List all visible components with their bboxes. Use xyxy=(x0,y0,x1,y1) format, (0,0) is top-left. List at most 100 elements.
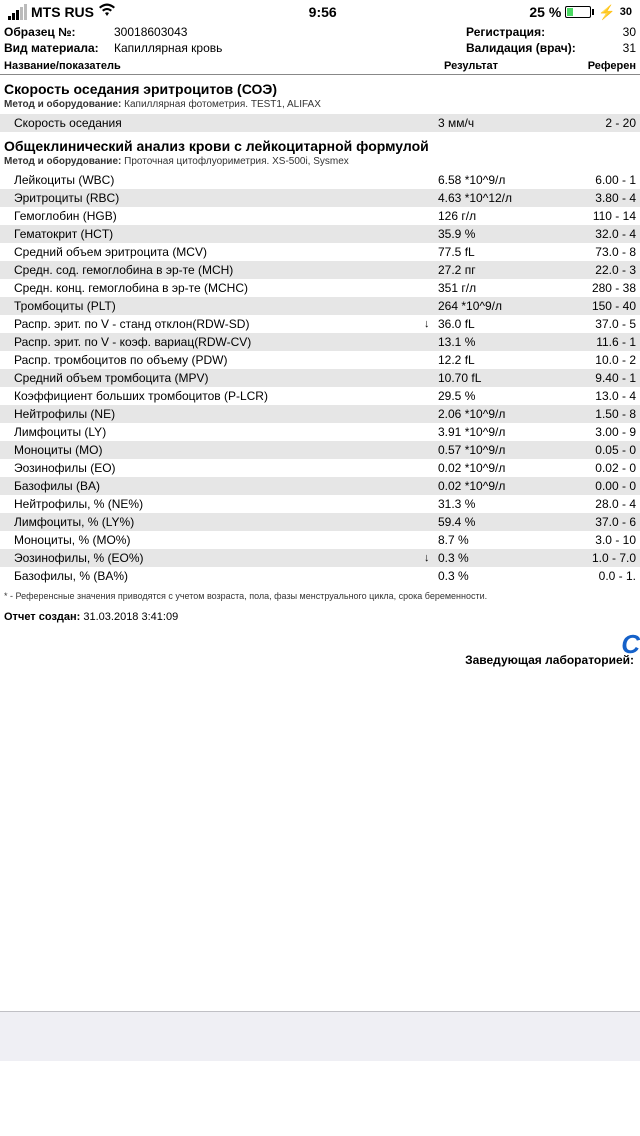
row-ref: 0.05 - 0 xyxy=(548,443,636,457)
row-ref: 32.0 - 4 xyxy=(548,227,636,241)
registration-value: 30 xyxy=(606,25,636,39)
row-name: Скорость оседания xyxy=(4,116,424,130)
col-ref: Референ xyxy=(554,60,636,72)
row-flag-icon: ↓ xyxy=(424,552,438,564)
header-row-sample: Образец №: 30018603043 Регистрация: 30 xyxy=(0,24,640,40)
clock: 9:56 xyxy=(116,4,529,20)
signal-icon xyxy=(8,4,27,20)
table-row: Скорость оседания 3 мм/ч 2 - 20 xyxy=(0,114,640,132)
method-text: Капиллярная фотометрия. TEST1, ALIFAX xyxy=(124,99,321,110)
row-ref: 37.0 - 6 xyxy=(548,515,636,529)
table-row: Распр. тромбоцитов по объему (PDW) 12.2 f… xyxy=(0,351,640,369)
table-row: Нейтрофилы (NE)2.06 *10^9/л1.50 - 8 xyxy=(0,405,640,423)
charge-indicator: ⚡ xyxy=(598,4,615,21)
row-value: 6.58 *10^9/л xyxy=(438,173,548,187)
col-name: Название/показатель xyxy=(4,60,444,72)
row-ref: 2 - 20 xyxy=(548,116,636,130)
row-ref: 0.0 - 1. xyxy=(548,569,636,583)
table-row: Эозинофилы, % (EO%)↓0.3 %1.0 - 7.0 xyxy=(0,549,640,567)
table-row: Базофилы (BA)0.02 *10^9/л0.00 - 0 xyxy=(0,477,640,495)
table-row: Распр. эрит. по V - станд отклон(RDW-SD)… xyxy=(0,315,640,333)
method-label: Метод и оборудование: xyxy=(4,99,121,110)
row-value: 0.57 *10^9/л xyxy=(438,443,548,457)
created-label: Отчет создан: xyxy=(4,611,80,623)
footnote: * - Референсные значения приводятся с уч… xyxy=(0,585,640,607)
row-name: Базофилы (BA) xyxy=(4,479,424,493)
sample-label: Образец №: xyxy=(4,25,114,39)
table-row: Лимфоциты, % (LY%)59.4 %37.0 - 6 xyxy=(0,513,640,531)
method-label: Метод и оборудование: xyxy=(4,156,121,167)
row-value: 351 г/л xyxy=(438,281,548,295)
row-ref: 110 - 14 xyxy=(548,209,636,223)
row-ref: 28.0 - 4 xyxy=(548,497,636,511)
row-name: Моноциты, % (MO%) xyxy=(4,533,424,547)
battery-percent: 25 % xyxy=(529,4,561,20)
row-value: 13.1 % xyxy=(438,335,548,349)
signature-icon: C xyxy=(621,629,640,660)
table-row: Моноциты, % (MO%) 8.7 %3.0 - 10 xyxy=(0,531,640,549)
header-row-material: Вид материала: Капиллярная кровь Валидац… xyxy=(0,40,640,56)
table-row: Средн. конц. гемоглобина в эр-те (MCHC)3… xyxy=(0,279,640,297)
row-name: Эритроциты (RBC) xyxy=(4,191,424,205)
row-value: 8.7 % xyxy=(438,533,548,547)
row-name: Лимфоциты, % (LY%) xyxy=(4,515,424,529)
bottom-tab-strip[interactable] xyxy=(0,1011,640,1061)
row-name: Распр. тромбоцитов по объему (PDW) xyxy=(4,353,424,367)
row-value: 36.0 fL xyxy=(438,317,548,331)
signature-label: Заведующая лабораторией: xyxy=(465,653,634,667)
row-ref: 1.0 - 7.0 xyxy=(548,551,636,565)
report-created: Отчет создан: 31.03.2018 3:41:09 xyxy=(0,607,640,635)
section-cbc-method: Метод и оборудование: Проточная цитофлуо… xyxy=(0,156,640,171)
table-row: Распр. эрит. по V - коэф. вариац(RDW-CV)… xyxy=(0,333,640,351)
table-row: Гемоглобин (HGB)126 г/л110 - 14 xyxy=(0,207,640,225)
row-name: Эозинофилы, % (EO%) xyxy=(4,551,424,565)
table-row: Эозинофилы (EO) 0.02 *10^9/л0.02 - 0 xyxy=(0,459,640,477)
wifi-icon xyxy=(98,3,116,22)
row-name: Эозинофилы (EO) xyxy=(4,461,424,475)
method-text: Проточная цитофлуориметрия. XS-500i, Sys… xyxy=(124,156,349,167)
row-ref: 280 - 38 xyxy=(548,281,636,295)
section-esr-title: Скорость оседания эритроцитов (СОЭ) xyxy=(0,75,640,99)
created-value: 31.03.2018 3:41:09 xyxy=(83,611,178,623)
row-ref: 1.50 - 8 xyxy=(548,407,636,421)
row-ref: 9.40 - 1 xyxy=(548,371,636,385)
table-row: Средний объем тромбоцита (MPV) 10.70 fL9.… xyxy=(0,369,640,387)
material-label: Вид материала: xyxy=(4,41,114,55)
material-value: Капиллярная кровь xyxy=(114,41,466,55)
status-bar: MTS RUS 9:56 25 % ⚡ 30 xyxy=(0,0,640,24)
row-name: Распр. эрит. по V - станд отклон(RDW-SD) xyxy=(4,317,424,331)
signature-line: C Заведующая лабораторией: xyxy=(0,635,640,671)
table-row: Тромбоциты (PLT)264 *10^9/л150 - 40 xyxy=(0,297,640,315)
row-value: 12.2 fL xyxy=(438,353,548,367)
registration-label: Регистрация: xyxy=(466,25,606,39)
row-value: 10.70 fL xyxy=(438,371,548,385)
row-name: Распр. эрит. по V - коэф. вариац(RDW-CV) xyxy=(4,335,424,349)
row-name: Средн. сод. гемоглобина в эр-те (MCH) xyxy=(4,263,424,277)
row-value: 31.3 % xyxy=(438,497,548,511)
validation-label: Валидация (врач): xyxy=(466,41,606,55)
col-result: Результат xyxy=(444,60,554,72)
row-value: 3.91 *10^9/л xyxy=(438,425,548,439)
row-value: 0.02 *10^9/л xyxy=(438,461,548,475)
table-row: Средн. сод. гемоглобина в эр-те (MCH) 27.… xyxy=(0,261,640,279)
row-value: 27.2 пг xyxy=(438,263,548,277)
table-row: Гематокрит (HCT)35.9 %32.0 - 4 xyxy=(0,225,640,243)
row-ref: 0.02 - 0 xyxy=(548,461,636,475)
row-name: Средний объем тромбоцита (MPV) xyxy=(4,371,424,385)
row-value: 0.02 *10^9/л xyxy=(438,479,548,493)
row-ref: 22.0 - 3 xyxy=(548,263,636,277)
row-ref: 3.0 - 10 xyxy=(548,533,636,547)
table-row: Базофилы, % (BA%) 0.3 %0.0 - 1. xyxy=(0,567,640,585)
row-value: 0.3 % xyxy=(438,551,548,565)
row-value: 0.3 % xyxy=(438,569,548,583)
row-name: Гемоглобин (HGB) xyxy=(4,209,424,223)
row-name: Тромбоциты (PLT) xyxy=(4,299,424,313)
section-cbc-title: Общеклинический анализ крови с лейкоцита… xyxy=(0,132,640,156)
row-value: 264 *10^9/л xyxy=(438,299,548,313)
row-name: Гематокрит (HCT) xyxy=(4,227,424,241)
table-row: Моноциты (MO)0.57 *10^9/л0.05 - 0 xyxy=(0,441,640,459)
row-name: Лейкоциты (WBC) xyxy=(4,173,424,187)
row-name: Базофилы, % (BA%) xyxy=(4,569,424,583)
table-row: Лимфоциты (LY)3.91 *10^9/л3.00 - 9 xyxy=(0,423,640,441)
charge-text: 30 xyxy=(620,6,632,18)
